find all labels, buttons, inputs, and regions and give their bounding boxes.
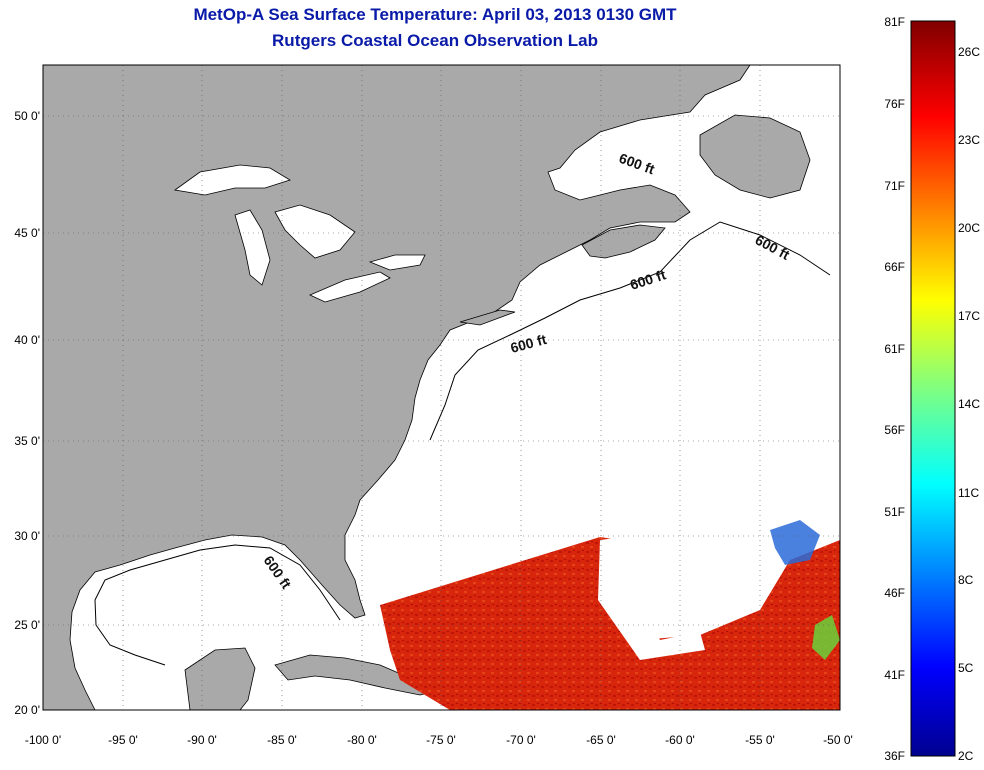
- isobath-600ft-gulf: [94, 544, 341, 666]
- lon-label: -90 0': [187, 733, 217, 747]
- colorbar-f-label: 46F: [884, 586, 905, 600]
- land-newfoundland: [699, 114, 811, 199]
- map-subtitle: Rutgers Coastal Ocean Observation Lab: [272, 31, 598, 50]
- lon-label: -100 0': [25, 733, 61, 747]
- lat-label: 35 0': [14, 434, 40, 448]
- lat-label: 30 0': [14, 529, 40, 543]
- land-yucatan: [184, 647, 256, 710]
- land-north-america: [43, 65, 751, 710]
- lon-label: -70 0': [506, 733, 536, 747]
- colorbar-f-label: 56F: [884, 423, 905, 437]
- lon-label: -60 0': [665, 733, 695, 747]
- colorbar-f-label: 41F: [884, 668, 905, 682]
- lake-michigan-huron: [234, 204, 356, 286]
- colorbar-c-label: 11C: [958, 486, 979, 500]
- land-nova-scotia: [581, 224, 666, 259]
- lon-label: -75 0': [426, 733, 456, 747]
- lat-label: 45 0': [14, 226, 40, 240]
- sst-cloud-gap: [598, 535, 705, 660]
- lon-label: -65 0': [586, 733, 616, 747]
- lake-ontario: [368, 254, 426, 271]
- colorbar-f-label: 36F: [884, 749, 905, 763]
- colorbar-f-label: 81F: [884, 15, 905, 29]
- sst-cold-patch: [770, 520, 820, 565]
- colorbar-f-label: 76F: [884, 97, 905, 111]
- sst-swath: [380, 537, 840, 710]
- colorbar: [910, 20, 956, 757]
- lake-superior: [173, 164, 291, 196]
- map-frame: [42, 64, 841, 711]
- lon-label: -80 0': [347, 733, 377, 747]
- colorbar-c-label: 20C: [958, 221, 980, 235]
- lon-label: -85 0': [267, 733, 297, 747]
- lat-label: 50 0': [14, 109, 40, 123]
- lon-label: -50 0': [823, 733, 853, 747]
- colorbar-c-label: 26C: [958, 45, 980, 59]
- lat-label: 40 0': [14, 333, 40, 347]
- land-long-island: [459, 309, 516, 326]
- colorbar-c-label: 17C: [958, 309, 980, 323]
- lake-erie: [309, 271, 391, 303]
- lat-label: 25 0': [14, 618, 40, 632]
- colorbar-f-label: 66F: [884, 260, 905, 274]
- colorbar-c-label: 2C: [958, 749, 974, 763]
- lon-label: -95 0': [108, 733, 138, 747]
- sst-green-patch: [812, 615, 840, 660]
- lat-label: 20 0': [14, 703, 40, 717]
- colorbar-c-label: 14C: [958, 397, 980, 411]
- colorbar-f-label: 61F: [884, 342, 905, 356]
- colorbar-f-label: 71F: [884, 179, 905, 193]
- map-title: MetOp-A Sea Surface Temperature: April 0…: [193, 5, 677, 24]
- colorbar-c-label: 8C: [958, 573, 974, 587]
- colorbar-c-label: 23C: [958, 133, 980, 147]
- colorbar-c-label: 5C: [958, 661, 974, 675]
- lon-label: -55 0': [745, 733, 775, 747]
- colorbar-f-label: 51F: [884, 505, 905, 519]
